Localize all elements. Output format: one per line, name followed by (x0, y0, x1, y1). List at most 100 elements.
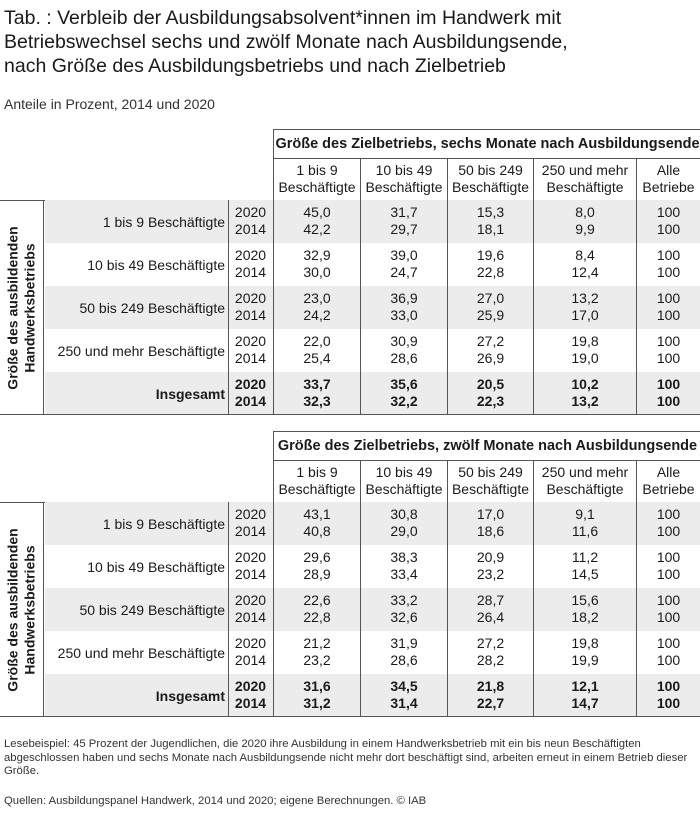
value-cell: 39,0 24,7 (360, 243, 447, 286)
year-label: 2014 (234, 609, 267, 625)
row-axis-label-line: Handwerksbetriebs (21, 243, 38, 373)
row-group-label: Insgesamt (155, 687, 225, 704)
year-label: 2014 (234, 695, 267, 711)
column-header-line: Beschäftigte (365, 481, 443, 497)
value: 19,9 (571, 652, 599, 668)
year-labels: 2020 2014 (228, 372, 272, 415)
column-header: Alle Betriebe (636, 158, 700, 200)
value: 42,2 (303, 221, 331, 237)
value-cell: 21,8 22,7 (447, 674, 533, 717)
column-header-line: Betriebe (642, 179, 695, 195)
value: 25,9 (476, 307, 505, 323)
title-line: Tab. : Verbleib der Ausbildungsabsolvent… (4, 7, 562, 29)
value: 21,8 (476, 678, 505, 694)
value: 24,2 (303, 307, 331, 323)
value: 8,4 (575, 247, 595, 263)
value: 12,4 (571, 264, 599, 280)
value: 15,3 (476, 204, 505, 220)
year-label: 2014 (234, 264, 267, 280)
value: 12,1 (571, 678, 599, 694)
value-cell: 100 100 (636, 372, 700, 415)
value-cell: 31,6 31,2 (273, 674, 360, 717)
value: 33,2 (390, 592, 418, 608)
column-header-line: 250 und mehr (541, 162, 629, 178)
column-header: 50 bis 249 Beschäftigte (447, 158, 533, 200)
column-header-line: Alle (656, 162, 681, 178)
value-cell: 27,0 25,9 (447, 286, 533, 329)
year-label: 2020 (234, 204, 267, 220)
row-group: 50 bis 249 Beschäftigte 2020 2014 23,0 24,2 3… (45, 286, 700, 329)
value: 31,7 (390, 204, 418, 220)
value: 11,2 (571, 549, 599, 565)
value: 100 (656, 566, 681, 582)
value-cell: 8,0 9,9 (533, 200, 636, 243)
row-group: 1 bis 9 Beschäftigte 2020 2014 43,1 40,8 30,8… (45, 502, 700, 545)
value: 31,6 (303, 678, 331, 694)
value: 23,0 (303, 290, 331, 306)
value-cell: 10,2 13,2 (533, 372, 636, 415)
value-cell: 11,2 14,5 (533, 545, 636, 588)
value: 29,0 (390, 523, 418, 539)
value: 19,8 (571, 635, 599, 651)
value: 36,9 (390, 290, 418, 306)
value-cell: 100 100 (636, 674, 700, 717)
year-label: 2014 (234, 523, 267, 539)
value: 22,0 (303, 333, 331, 349)
column-header-line: Beschäftigte (546, 179, 624, 195)
table-main-header: Größe des Zielbetriebs, zwölf Monate nac… (273, 431, 700, 461)
value: 39,0 (390, 247, 418, 263)
value: 28,9 (303, 566, 331, 582)
value: 45,0 (303, 204, 331, 220)
value: 19,8 (571, 333, 599, 349)
year-label: 2014 (234, 393, 267, 409)
value: 100 (656, 333, 681, 349)
value: 23,2 (303, 652, 331, 668)
value: 22,8 (476, 264, 505, 280)
value: 22,3 (476, 393, 505, 409)
value: 26,4 (476, 609, 505, 625)
value: 29,7 (390, 221, 418, 237)
value: 13,2 (571, 290, 599, 306)
value: 29,6 (303, 549, 331, 565)
value-cell: 15,6 18,2 (533, 588, 636, 631)
value: 27,2 (476, 635, 505, 651)
year-labels: 2020 2014 (228, 243, 272, 286)
value-cell: 45,0 42,2 (273, 200, 360, 243)
column-header-line: 10 bis 49 (375, 464, 433, 480)
value-cell: 32,9 30,0 (273, 243, 360, 286)
value: 100 (656, 592, 681, 608)
value-cell: 31,7 29,7 (360, 200, 447, 243)
value: 9,9 (575, 221, 595, 237)
value: 32,6 (390, 609, 418, 625)
value-cell: 27,2 26,9 (447, 329, 533, 372)
value: 100 (656, 393, 681, 409)
value-cell: 22,6 22,8 (273, 588, 360, 631)
value-cell: 28,7 26,4 (447, 588, 533, 631)
value-cell: 27,2 28,2 (447, 631, 533, 674)
year-label: 2014 (234, 350, 267, 366)
value: 43,1 (303, 506, 331, 522)
column-header: 10 bis 49 Beschäftigte (360, 158, 447, 200)
value: 28,6 (390, 652, 418, 668)
title-line: Betriebswechsel sechs und zwölf Monate n… (4, 31, 568, 53)
value: 19,6 (476, 247, 505, 263)
value-cell: 100 100 (636, 588, 700, 631)
value: 100 (656, 350, 681, 366)
value: 21,2 (303, 635, 331, 651)
value: 31,2 (303, 695, 331, 711)
value: 8,0 (575, 204, 595, 220)
value-cell: 100 100 (636, 502, 700, 545)
table-main-header: Größe des Zielbetriebs, sechs Monate nac… (273, 129, 700, 159)
value: 100 (656, 290, 681, 306)
year-label: 2020 (234, 506, 267, 522)
value: 22,6 (303, 592, 331, 608)
value: 24,7 (390, 264, 418, 280)
row-group-label: 50 bis 249 Beschäftigte (79, 299, 225, 316)
column-header-line: Beschäftigte (365, 179, 443, 195)
value: 33,4 (390, 566, 418, 582)
value: 100 (656, 247, 681, 263)
value: 17,0 (476, 506, 505, 522)
value: 100 (656, 695, 681, 711)
year-labels: 2020 2014 (228, 674, 272, 717)
value-cell: 38,3 33,4 (360, 545, 447, 588)
